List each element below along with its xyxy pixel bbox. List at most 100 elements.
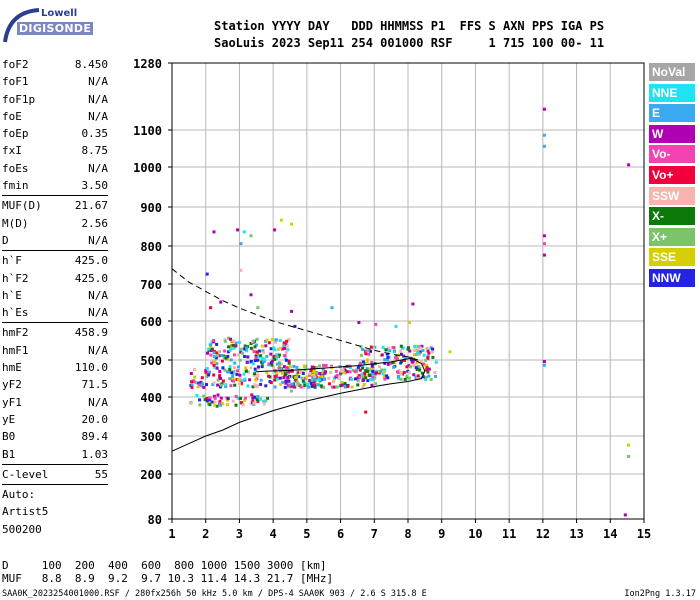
echo-point: [407, 371, 411, 375]
echo-point: [426, 349, 430, 353]
param-row-fof1p: foF1p N/A: [2, 91, 108, 108]
echo-point: [431, 347, 435, 351]
echo-point: [272, 365, 275, 369]
echo-point: [345, 370, 349, 374]
echo-point: [201, 382, 205, 386]
echo-point: [251, 362, 255, 366]
echo-point: [366, 379, 370, 383]
echo-point: [397, 369, 401, 373]
echo-point: [239, 347, 243, 351]
echo-point: [412, 363, 416, 367]
echo-point: [290, 222, 293, 226]
echo-point: [310, 384, 314, 388]
param-label: foEp: [2, 127, 29, 141]
echo-point: [275, 362, 279, 366]
echo-point: [299, 370, 303, 374]
echo-point: [228, 377, 232, 381]
echo-point: [198, 398, 202, 402]
echo-point: [197, 381, 201, 385]
echo-point: [424, 377, 428, 381]
echo-point: [312, 369, 316, 373]
y-tick-label: 200: [140, 468, 162, 482]
echo-point: [221, 379, 225, 383]
echo-point: [427, 367, 431, 371]
x-tick-label: 13: [569, 527, 583, 541]
echo-point: [193, 375, 197, 379]
param-row-foep: foEp 0.35: [2, 125, 108, 142]
echo-point: [282, 344, 286, 348]
echo-point: [208, 403, 212, 407]
echo-point: [399, 377, 403, 381]
echo-point: [257, 365, 260, 369]
echo-point: [260, 356, 264, 360]
echo-point: [284, 381, 288, 385]
echo-point: [228, 365, 232, 369]
echo-point: [257, 355, 261, 359]
echo-point: [204, 370, 208, 374]
echo-point: [392, 350, 396, 354]
echo-point: [246, 370, 250, 374]
echo-point: [212, 355, 216, 359]
echo-point: [264, 339, 267, 343]
echo-point: [209, 343, 213, 347]
echo-point: [370, 383, 374, 387]
echo-point: [212, 351, 216, 355]
echo-point: [434, 360, 438, 364]
echo-point: [341, 368, 345, 372]
echo-point: [343, 382, 347, 386]
echo-point: [231, 399, 235, 403]
echo-point: [260, 344, 264, 348]
echo-point: [208, 398, 212, 401]
echo-point: [429, 378, 433, 381]
echo-point: [427, 351, 431, 355]
echo-point: [217, 354, 221, 358]
echo-point: [361, 366, 365, 370]
echo-point: [256, 395, 260, 398]
param-row-b0: B0 89.4: [2, 428, 108, 445]
echo-point: [271, 359, 275, 363]
y-tick-label: 80: [148, 513, 162, 527]
echo-point: [216, 383, 220, 387]
echo-point: [367, 352, 371, 356]
x-tick-label: 10: [468, 527, 482, 541]
echo-point: [232, 370, 236, 373]
echo-point: [373, 376, 377, 380]
echo-point: [389, 361, 393, 365]
echo-point: [267, 341, 271, 345]
echo-point: [310, 381, 313, 385]
echo-point: [302, 364, 306, 368]
echo-point: [322, 369, 326, 373]
echo-point: [246, 355, 250, 359]
echo-point: [207, 373, 211, 377]
version-label: Ion2Png 1.3.17: [624, 589, 696, 599]
echo-point: [234, 394, 238, 398]
echo-point: [290, 389, 293, 393]
param-value: 0.35: [81, 127, 109, 141]
echo-point: [294, 376, 298, 379]
echo-point: [213, 360, 217, 364]
param-value: 55: [94, 467, 108, 481]
x-tick-label: 1: [168, 527, 175, 541]
echo-point: [229, 346, 233, 350]
echo-point: [224, 383, 228, 387]
echo-point: [228, 368, 232, 372]
params-group-1: foF2 8.450 foF1 N/A foF1p N/A foE N/A foEp 0.35 fx…: [2, 56, 108, 194]
echo-point: [217, 350, 221, 353]
echo-point: [261, 349, 265, 353]
echo-point: [368, 378, 372, 382]
echo-point: [273, 357, 277, 361]
echo-point: [292, 375, 296, 379]
echo-point: [256, 399, 260, 403]
echo-point: [419, 360, 423, 364]
echo-point: [318, 372, 322, 375]
echo-point: [330, 385, 334, 389]
param-value: 71.5: [81, 378, 109, 392]
echo-point: [384, 348, 388, 352]
echo-point: [383, 375, 386, 379]
echo-point: [287, 367, 291, 370]
echo-point: [238, 382, 241, 385]
echo-point: [386, 362, 390, 366]
x-tick-label: 11: [502, 527, 516, 541]
echo-point: [434, 374, 437, 378]
echo-point: [364, 410, 368, 414]
